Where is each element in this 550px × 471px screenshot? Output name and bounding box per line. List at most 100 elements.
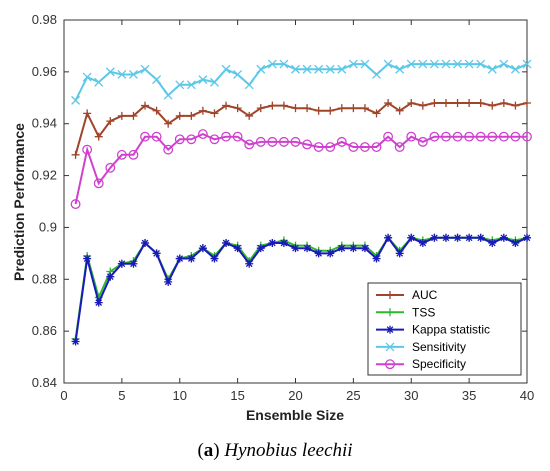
data-point-auc [256,104,265,113]
figure-caption: (a) Hynobius leechii [197,440,353,461]
data-point-specificity [255,136,266,147]
data-point-specificity [244,139,255,150]
data-point-auc [326,106,335,115]
data-point-kappa-statistic [245,259,254,268]
series-line-kappa-statistic [74,235,528,342]
x-tick-label: 40 [520,388,534,403]
data-point-kappa-statistic [499,233,508,242]
data-point-sensitivity [429,59,439,69]
data-point-kappa-statistic [291,244,300,253]
data-point-auc [187,111,196,120]
data-point-kappa-statistic [384,233,393,242]
data-point-sensitivity [441,59,451,69]
data-point-sensitivity [476,59,486,69]
data-point-auc [106,117,115,126]
data-point-kappa-statistic [129,259,138,268]
data-point-sensitivity [348,59,358,69]
data-point-auc [71,150,80,159]
data-point-sensitivity [163,90,173,100]
legend-label-auc: AUC [412,288,438,302]
y-tick-label: 0.86 [32,323,57,338]
legend-label-sensitivity: Sensitivity [412,340,466,354]
data-point-sensitivity [314,64,324,74]
data-point-sensitivity [233,69,243,79]
data-point-specificity [313,142,324,153]
data-point-auc [465,98,474,107]
data-point-auc [372,109,381,118]
y-axis-ticks: 0.84 0.86 0.88 0.9 0.92 0.94 0.96 0.98 [32,12,527,390]
data-point-kappa-statistic [337,244,346,253]
data-point-sensitivity [510,64,520,74]
data-point-specificity [452,131,463,142]
data-point-specificity [105,162,116,173]
data-point-auc [407,98,416,107]
data-point-kappa-statistic [83,254,92,263]
data-point-sensitivity [221,64,231,74]
data-point-auc [523,98,531,107]
data-point-sensitivity [406,59,416,69]
x-tick-label: 20 [288,388,302,403]
data-point-kappa-statistic [222,238,231,247]
data-point-specificity [394,142,405,153]
data-point-auc [117,111,126,120]
data-point-auc [384,98,393,107]
data-point-sensitivity [383,59,393,69]
data-point-specificity [522,131,532,142]
series-layer [70,59,532,346]
series-kappa-statistic [71,233,531,346]
data-point-auc [453,98,462,107]
data-point-sensitivity [291,64,300,74]
series-auc [71,98,531,159]
data-point-kappa-statistic [326,249,335,258]
legend-label-tss: TSS [412,305,435,319]
data-point-kappa-statistic [476,233,485,242]
series-line-auc [74,101,528,156]
x-tick-label: 30 [404,388,418,403]
data-point-specificity [475,131,486,142]
data-point-specificity [429,131,440,142]
series-line-sensitivity [74,62,528,101]
x-axis-label: Ensemble Size [246,407,344,423]
x-tick-label: 10 [173,388,187,403]
data-point-specificity [221,131,232,142]
data-point-specificity [140,131,150,142]
data-point-auc [314,106,323,115]
y-tick-label: 0.94 [32,116,57,131]
data-point-kappa-statistic [303,244,312,253]
x-tick-label: 25 [346,388,360,403]
data-point-kappa-statistic [395,249,404,258]
x-tick-label: 35 [462,388,476,403]
data-point-specificity [174,134,185,145]
data-point-specificity [278,136,289,147]
data-point-sensitivity [186,80,196,90]
data-point-sensitivity [82,72,92,82]
data-point-sensitivity [105,67,115,77]
data-point-specificity [336,136,347,147]
data-point-sensitivity [360,59,370,69]
data-point-auc [349,104,358,113]
data-point-sensitivity [499,59,509,69]
data-point-specificity [302,139,313,150]
legend: AUC TSS Kappa statistic Sensitivity Specific… [367,282,522,376]
data-point-sensitivity [94,77,104,87]
data-point-specificity [232,131,243,142]
data-point-sensitivity [128,69,138,79]
legend-label-kappa-statistic: Kappa statistic [412,323,490,337]
data-point-auc [83,109,92,118]
data-point-specificity [325,142,336,153]
data-point-auc [210,109,219,118]
data-point-kappa-statistic [523,233,531,242]
data-point-specificity [267,136,278,147]
data-point-specificity [290,136,301,147]
data-point-sensitivity [267,59,277,69]
data-point-auc [511,101,520,110]
data-point-auc [94,132,103,141]
data-point-kappa-statistic [117,259,126,268]
data-point-specificity [487,131,498,142]
x-tick-label: 0 [60,388,67,403]
series-line-specificity [74,133,527,205]
data-point-kappa-statistic [71,337,80,346]
data-point-auc [279,101,288,110]
data-point-specificity [70,199,81,210]
data-point-kappa-statistic [453,233,462,242]
